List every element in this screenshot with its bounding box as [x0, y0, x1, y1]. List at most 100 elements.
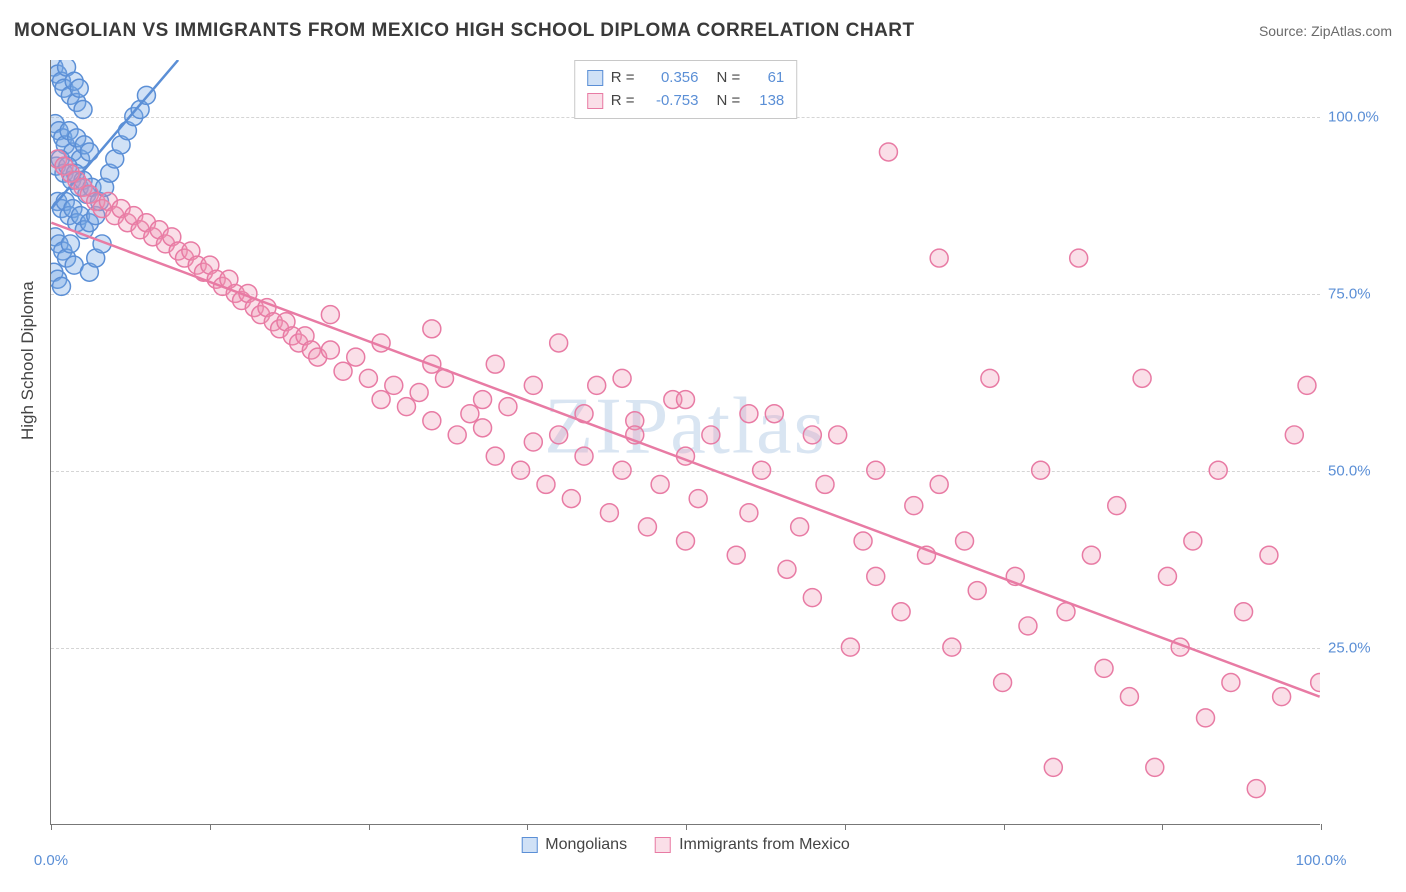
- y-tick-label: 50.0%: [1328, 462, 1392, 479]
- legend-row: R =-0.753N =138: [587, 90, 785, 113]
- data-point: [867, 567, 885, 585]
- data-point: [930, 249, 948, 267]
- data-point: [410, 383, 428, 401]
- plot-area: ZIPatlas R = 0.356N = 61R =-0.753N =138 …: [50, 60, 1320, 825]
- data-point: [1298, 376, 1316, 394]
- x-tick-label: 0.0%: [34, 852, 68, 869]
- x-tick: [1004, 824, 1005, 830]
- data-point: [727, 546, 745, 564]
- data-point: [61, 235, 79, 253]
- chart-canvas: [51, 60, 1320, 824]
- data-point: [1082, 546, 1100, 564]
- data-point: [70, 79, 88, 97]
- y-tick-label: 75.0%: [1328, 285, 1392, 302]
- data-point: [575, 447, 593, 465]
- data-point: [321, 306, 339, 324]
- data-point: [1285, 426, 1303, 444]
- data-point: [334, 362, 352, 380]
- series-legend: Mongolians Immigrants from Mexico: [521, 836, 850, 854]
- legend-swatch: [655, 837, 671, 853]
- data-point: [651, 475, 669, 493]
- data-point: [74, 101, 92, 119]
- data-point: [448, 426, 466, 444]
- x-tick: [51, 824, 52, 830]
- legend-row: R = 0.356 N = 61: [587, 67, 785, 90]
- legend-swatch: [587, 70, 603, 86]
- legend-r-value: -0.753: [643, 90, 699, 113]
- legend-n-value: 61: [748, 67, 784, 90]
- data-point: [1158, 567, 1176, 585]
- chart-title: MONGOLIAN VS IMMIGRANTS FROM MEXICO HIGH…: [14, 20, 915, 42]
- data-point: [562, 490, 580, 508]
- data-point: [524, 376, 542, 394]
- data-point: [1311, 674, 1320, 692]
- data-point: [385, 376, 403, 394]
- data-point: [689, 490, 707, 508]
- x-tick: [686, 824, 687, 830]
- data-point: [1235, 603, 1253, 621]
- data-point: [461, 405, 479, 423]
- legend-n-label: N =: [717, 67, 741, 90]
- data-point: [740, 405, 758, 423]
- data-point: [1146, 758, 1164, 776]
- data-point: [867, 461, 885, 479]
- data-point: [892, 603, 910, 621]
- data-point: [753, 461, 771, 479]
- data-point: [930, 475, 948, 493]
- x-tick: [210, 824, 211, 830]
- data-point: [740, 504, 758, 522]
- x-tick: [369, 824, 370, 830]
- data-point: [474, 391, 492, 409]
- y-tick-label: 25.0%: [1328, 639, 1392, 656]
- legend-r-value: 0.356: [643, 67, 699, 90]
- data-point: [1133, 369, 1151, 387]
- data-point: [956, 532, 974, 550]
- legend-swatch: [521, 837, 537, 853]
- data-point: [397, 398, 415, 416]
- data-point: [1032, 461, 1050, 479]
- data-point: [486, 355, 504, 373]
- x-tick: [527, 824, 528, 830]
- data-point: [1247, 780, 1265, 798]
- legend-item: Immigrants from Mexico: [655, 836, 850, 854]
- data-point: [981, 369, 999, 387]
- data-point: [1019, 617, 1037, 635]
- data-point: [1273, 688, 1291, 706]
- data-point: [1108, 497, 1126, 515]
- data-point: [854, 532, 872, 550]
- data-point: [879, 143, 897, 161]
- data-point: [600, 504, 618, 522]
- data-point: [1197, 709, 1215, 727]
- legend-item: Mongolians: [521, 836, 627, 854]
- data-point: [1260, 546, 1278, 564]
- data-point: [321, 341, 339, 359]
- chart-source: Source: ZipAtlas.com: [1259, 23, 1392, 39]
- data-point: [803, 426, 821, 444]
- data-point: [550, 334, 568, 352]
- data-point: [803, 589, 821, 607]
- data-point: [791, 518, 809, 536]
- data-point: [486, 447, 504, 465]
- data-point: [588, 376, 606, 394]
- x-tick: [1162, 824, 1163, 830]
- data-point: [499, 398, 517, 416]
- x-tick: [845, 824, 846, 830]
- data-point: [423, 320, 441, 338]
- data-point: [638, 518, 656, 536]
- y-tick-label: 100.0%: [1328, 108, 1392, 125]
- data-point: [778, 560, 796, 578]
- data-point: [512, 461, 530, 479]
- data-point: [359, 369, 377, 387]
- data-point: [702, 426, 720, 444]
- data-point: [1209, 461, 1227, 479]
- data-point: [841, 638, 859, 656]
- legend-r-label: R =: [611, 67, 635, 90]
- data-point: [372, 391, 390, 409]
- data-point: [1184, 532, 1202, 550]
- legend-n-value: 138: [748, 90, 784, 113]
- data-point: [613, 461, 631, 479]
- data-point: [994, 674, 1012, 692]
- data-point: [347, 348, 365, 366]
- chart-header: MONGOLIAN VS IMMIGRANTS FROM MEXICO HIGH…: [14, 20, 1392, 42]
- data-point: [765, 405, 783, 423]
